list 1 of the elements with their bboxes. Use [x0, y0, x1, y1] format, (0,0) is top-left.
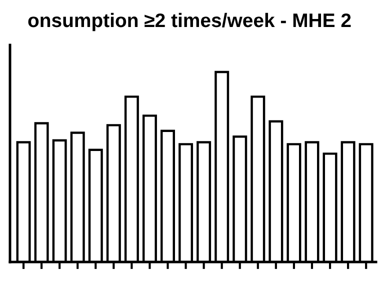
chart-title: onsumption ≥2 times/week - MHE 2	[28, 12, 351, 32]
